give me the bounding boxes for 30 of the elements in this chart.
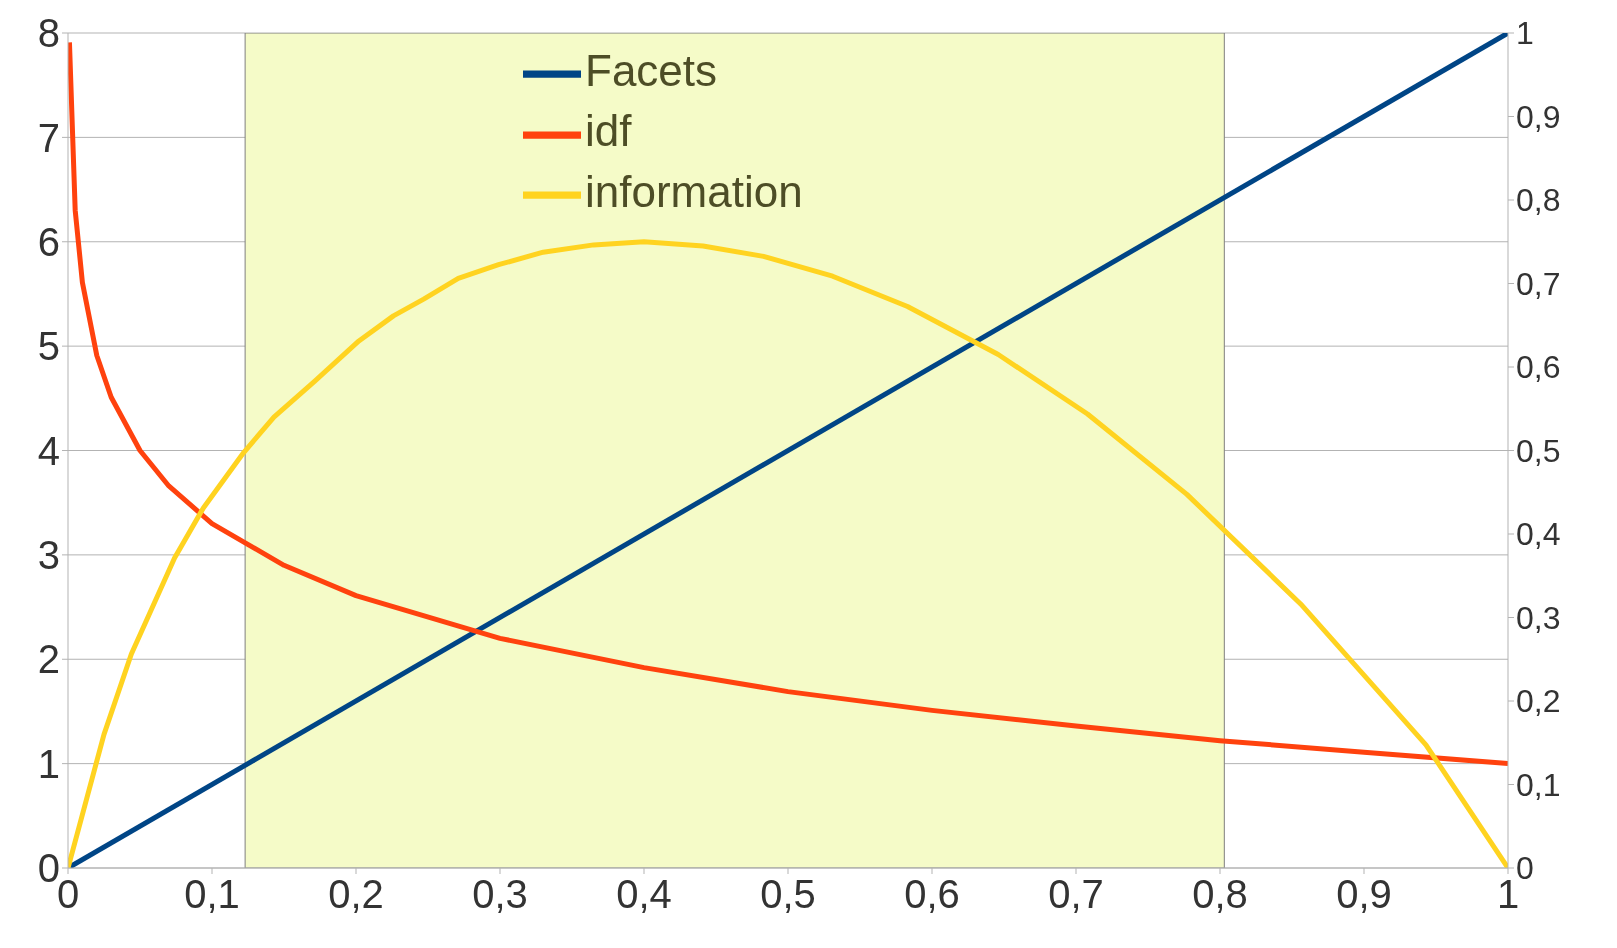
y2-tick-label: 0,8 [1516, 182, 1561, 219]
x-tick-label: 0,2 [328, 872, 384, 917]
y2-tick-label: 0,5 [1516, 432, 1561, 469]
y-tick-label: 8 [37, 11, 60, 56]
y2-tick-label: 0,1 [1516, 766, 1561, 803]
y-tick-label: 3 [37, 533, 60, 578]
legend-label: Facets [585, 46, 718, 95]
y2-tick-label: 0,4 [1516, 516, 1561, 553]
y2-tick-label: 0,3 [1516, 599, 1561, 636]
y-tick-label: 2 [37, 637, 60, 682]
y2-tick-label: 1 [1516, 15, 1534, 52]
y-tick-label: 1 [37, 741, 60, 786]
y-tick-label: 7 [37, 115, 60, 160]
x-tick-label: 0,9 [1336, 872, 1392, 917]
y2-tick-label: 0,9 [1516, 98, 1561, 135]
y2-tick-label: 0,7 [1516, 265, 1561, 302]
x-tick-label: 0,4 [616, 872, 672, 917]
x-tick-label: 0,5 [760, 872, 816, 917]
x-tick-label: 0,6 [904, 872, 960, 917]
y-tick-label: 4 [37, 428, 60, 473]
x-tick-label: 0,1 [184, 872, 240, 917]
y2-tick-label: 0,6 [1516, 349, 1561, 386]
x-tick-label: 0,3 [472, 872, 528, 917]
y2-tick-label: 0,2 [1516, 683, 1561, 720]
y-tick-label: 5 [37, 324, 60, 369]
y-tick-label: 6 [37, 219, 60, 264]
legend-label: information [585, 166, 803, 216]
x-tick-label: 0,7 [1048, 872, 1104, 917]
legend-label: idf [585, 106, 632, 156]
x-tick-label: 0,8 [1192, 872, 1248, 917]
